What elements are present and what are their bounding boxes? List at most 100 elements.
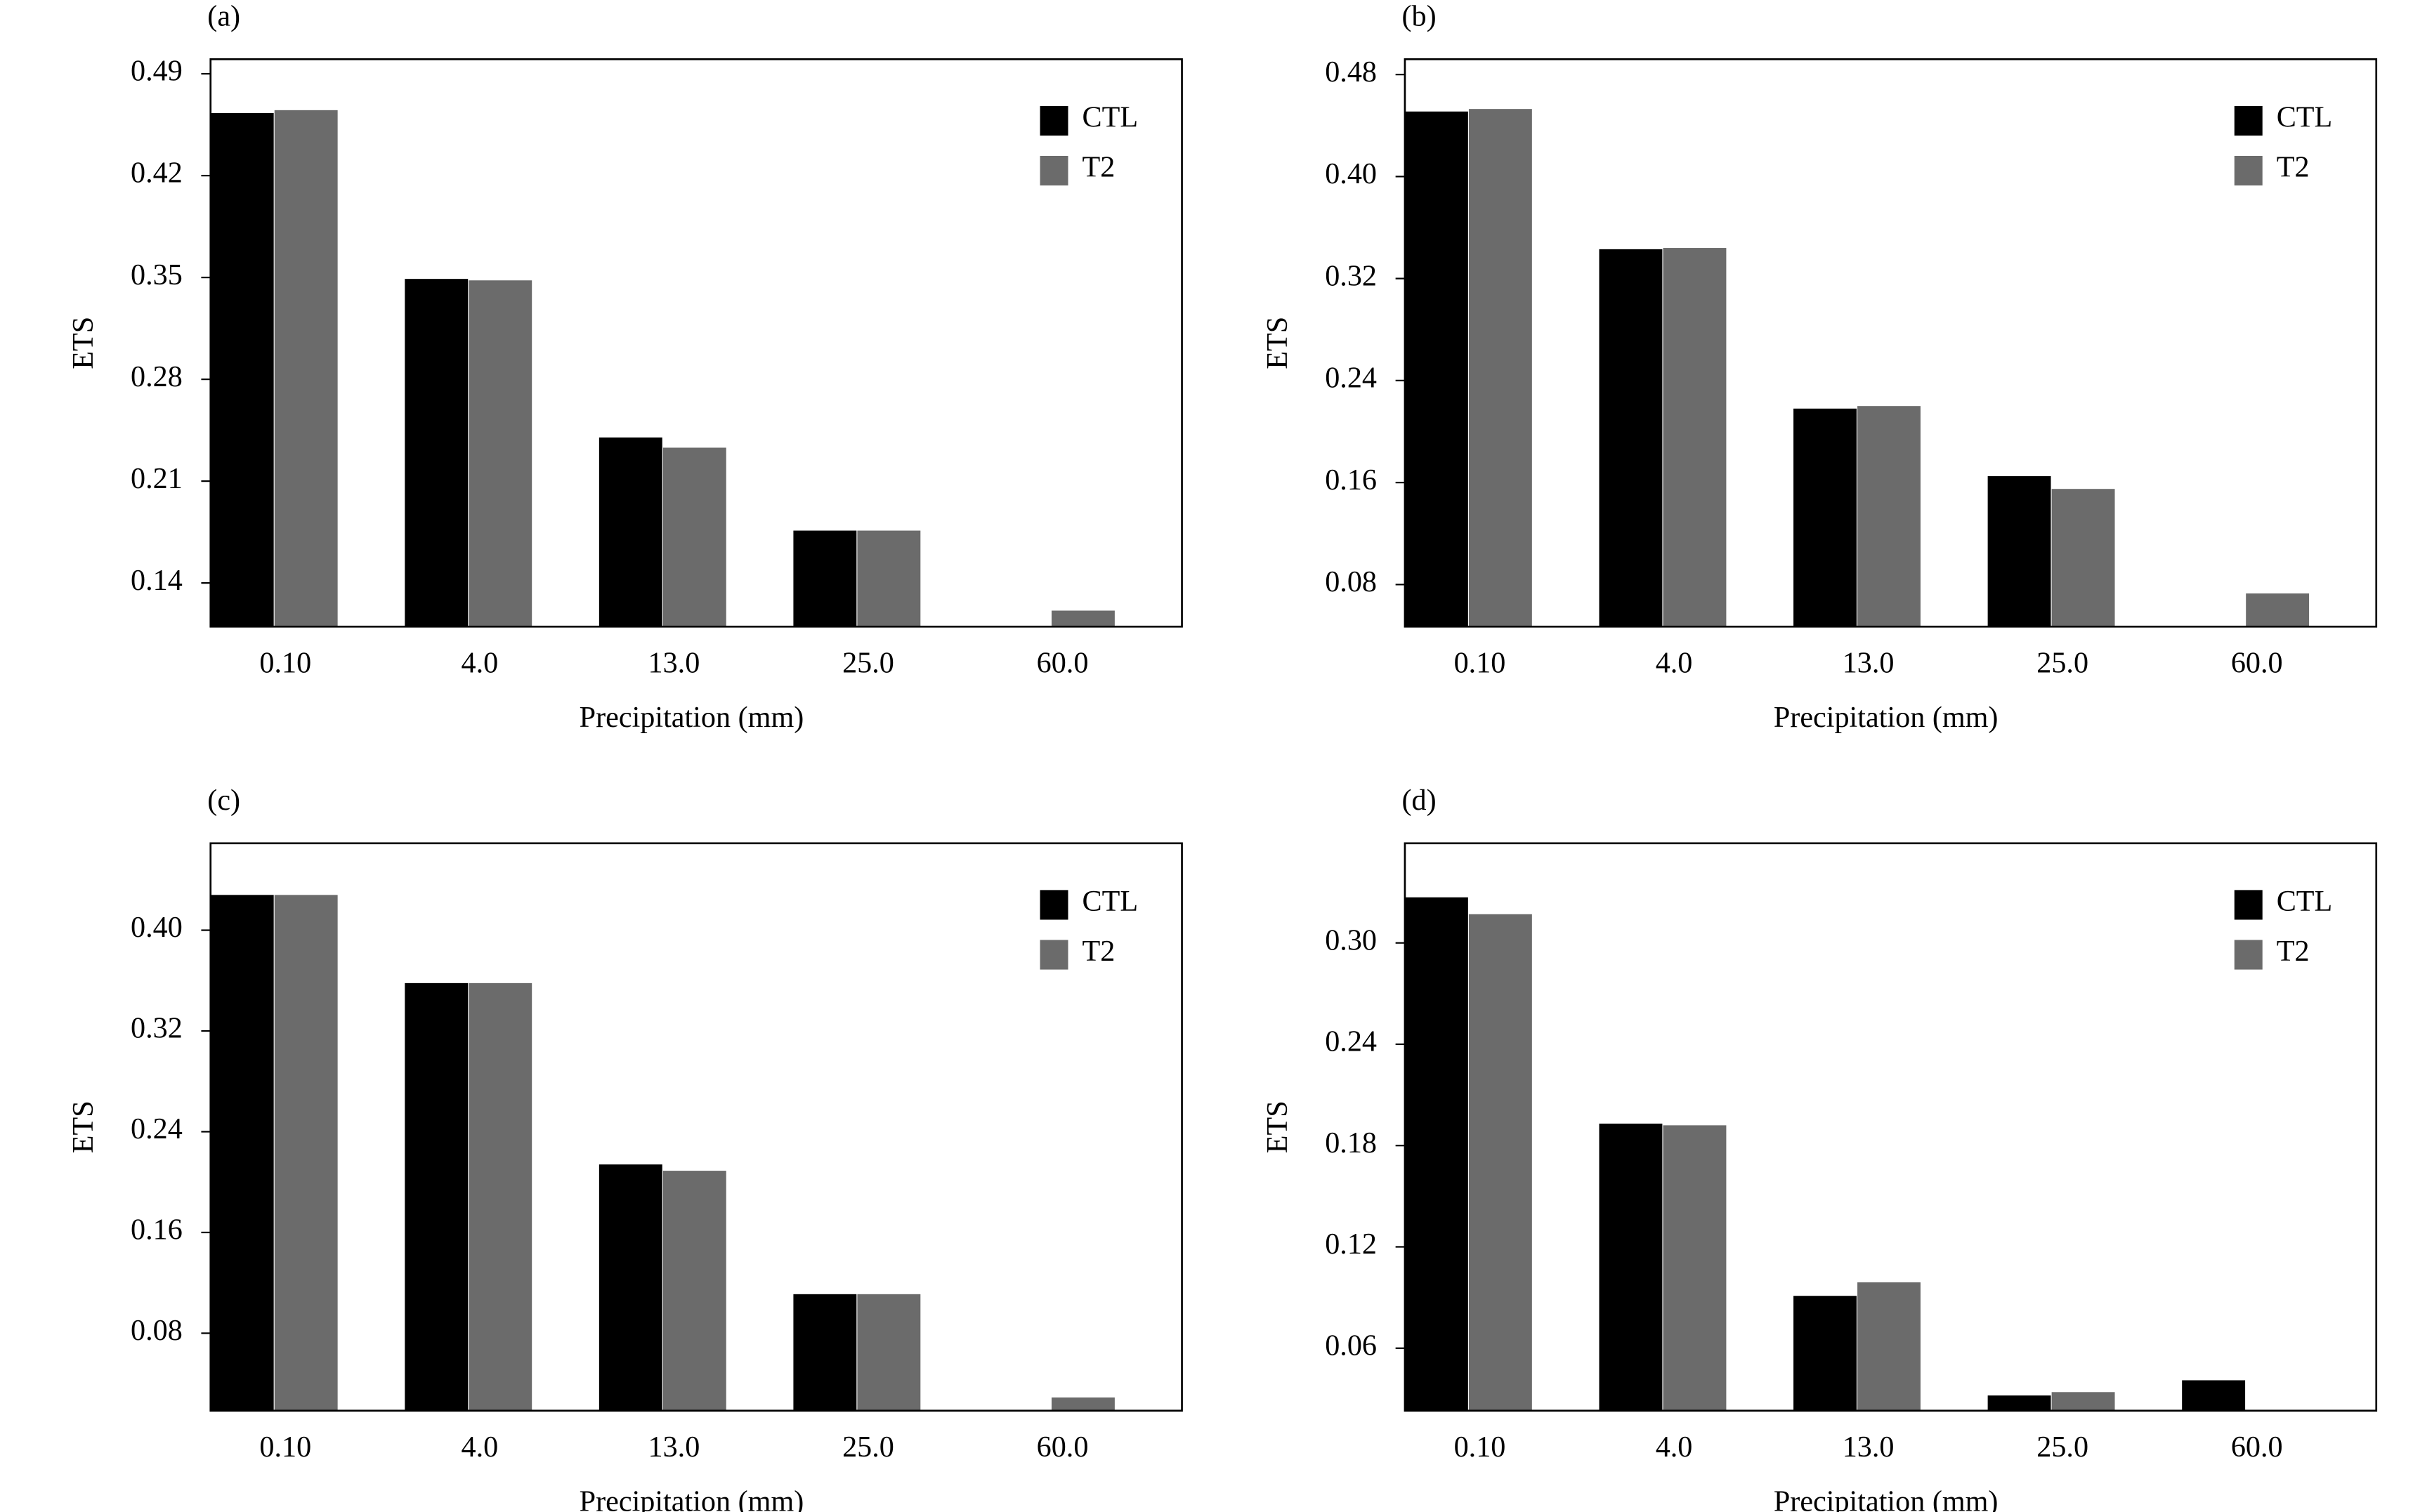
legend-swatch xyxy=(1040,155,1068,186)
y-tick-label: 0.30 xyxy=(1325,923,1377,956)
legend-label: T2 xyxy=(1082,935,1115,968)
bar xyxy=(599,1164,662,1411)
y-tick-label: 0.32 xyxy=(1325,259,1377,292)
x-tick-label: 25.0 xyxy=(2036,1431,2088,1464)
bar xyxy=(1793,1296,1857,1411)
bar xyxy=(2182,1380,2246,1411)
x-axis-label: Precipitation (mm) xyxy=(1774,1485,1999,1512)
y-tick-label: 0.08 xyxy=(1325,565,1377,598)
x-tick-label: 60.0 xyxy=(2231,1431,2283,1464)
panel-label: (d) xyxy=(1402,784,1437,817)
bar xyxy=(405,279,469,627)
bar xyxy=(599,437,662,627)
y-tick-label: 0.24 xyxy=(1325,1025,1377,1058)
bar xyxy=(662,1171,726,1411)
bar xyxy=(1468,109,1532,627)
y-tick-label: 0.48 xyxy=(1325,55,1377,88)
legend-swatch xyxy=(1040,105,1068,136)
y-axis-label: ETS xyxy=(67,1100,100,1153)
x-axis-label: Precipitation (mm) xyxy=(580,701,804,734)
bar xyxy=(857,530,921,627)
bar xyxy=(793,530,857,627)
bar xyxy=(1051,1397,1115,1411)
panel-label: (c) xyxy=(207,784,240,817)
y-tick-label: 0.49 xyxy=(131,55,183,88)
y-axis-label: ETS xyxy=(1261,317,1294,369)
legend-swatch xyxy=(1040,940,1068,970)
x-tick-label: 0.10 xyxy=(259,646,311,679)
bar xyxy=(1857,1282,1921,1411)
x-tick-label: 13.0 xyxy=(648,646,700,679)
panel-label: (b) xyxy=(1402,0,1437,32)
y-tick-label: 0.14 xyxy=(131,564,183,597)
legend-swatch xyxy=(2234,105,2263,136)
legend-swatch xyxy=(2234,940,2263,970)
bar xyxy=(469,280,532,627)
x-tick-label: 13.0 xyxy=(648,1431,700,1464)
plot-frame xyxy=(209,58,1183,628)
bar xyxy=(469,982,532,1411)
y-tick-label: 0.40 xyxy=(131,911,183,944)
bar xyxy=(1987,1395,2051,1411)
bar xyxy=(1599,1123,1663,1411)
y-tick-label: 0.24 xyxy=(131,1112,183,1145)
bar xyxy=(210,895,274,1411)
plot-frame xyxy=(1404,842,2378,1412)
bar xyxy=(1468,914,1532,1411)
y-tick-label: 0.24 xyxy=(1325,362,1377,395)
x-tick-label: 4.0 xyxy=(461,1431,498,1464)
bar xyxy=(1663,1125,1727,1411)
bar xyxy=(2051,489,2115,627)
legend-label: T2 xyxy=(2277,935,2310,968)
bar xyxy=(1599,249,1663,627)
panel-label: (a) xyxy=(207,0,240,32)
legend-swatch xyxy=(1040,890,1068,920)
x-tick-label: 60.0 xyxy=(2231,646,2283,679)
bar xyxy=(274,895,338,1411)
x-tick-label: 4.0 xyxy=(1656,646,1693,679)
bar xyxy=(405,982,469,1411)
bar xyxy=(1857,406,1921,627)
x-tick-label: 0.10 xyxy=(1454,646,1506,679)
y-axis-label: ETS xyxy=(67,317,100,369)
legend-label: T2 xyxy=(2277,151,2310,184)
y-tick-label: 0.18 xyxy=(1325,1126,1377,1159)
legend-label: CTL xyxy=(2277,101,2333,134)
bar xyxy=(793,1294,857,1411)
y-tick-label: 0.08 xyxy=(131,1314,183,1347)
y-tick-label: 0.16 xyxy=(1325,464,1377,497)
bar xyxy=(1051,610,1115,627)
bar xyxy=(662,447,726,627)
x-axis-label: Precipitation (mm) xyxy=(580,1485,804,1512)
legend-label: CTL xyxy=(2277,885,2333,918)
y-tick-label: 0.16 xyxy=(131,1214,183,1247)
bar xyxy=(2051,1392,2115,1411)
legend-swatch xyxy=(2234,155,2263,186)
x-tick-label: 60.0 xyxy=(1037,646,1089,679)
bar xyxy=(274,110,338,627)
x-axis-label: Precipitation (mm) xyxy=(1774,701,1999,734)
x-tick-label: 13.0 xyxy=(1843,1431,1895,1464)
x-tick-label: 4.0 xyxy=(461,646,498,679)
x-tick-label: 25.0 xyxy=(842,1431,894,1464)
x-tick-label: 25.0 xyxy=(842,646,894,679)
bar xyxy=(1987,476,2051,627)
y-tick-label: 0.28 xyxy=(131,360,183,393)
y-tick-label: 0.21 xyxy=(131,462,183,495)
legend-swatch xyxy=(2234,890,2263,920)
plot-frame xyxy=(209,842,1183,1412)
x-tick-label: 25.0 xyxy=(2036,646,2088,679)
y-axis-label: ETS xyxy=(1261,1100,1294,1153)
y-tick-label: 0.42 xyxy=(131,157,183,190)
x-tick-label: 4.0 xyxy=(1656,1431,1693,1464)
bar xyxy=(2246,593,2310,627)
legend-label: CTL xyxy=(1082,101,1138,134)
y-tick-label: 0.06 xyxy=(1325,1329,1377,1362)
bar xyxy=(1404,111,1468,627)
x-tick-label: 13.0 xyxy=(1843,646,1895,679)
bar xyxy=(210,112,274,627)
y-tick-label: 0.40 xyxy=(1325,157,1377,190)
y-tick-label: 0.32 xyxy=(131,1012,183,1045)
bar xyxy=(1404,897,1468,1411)
